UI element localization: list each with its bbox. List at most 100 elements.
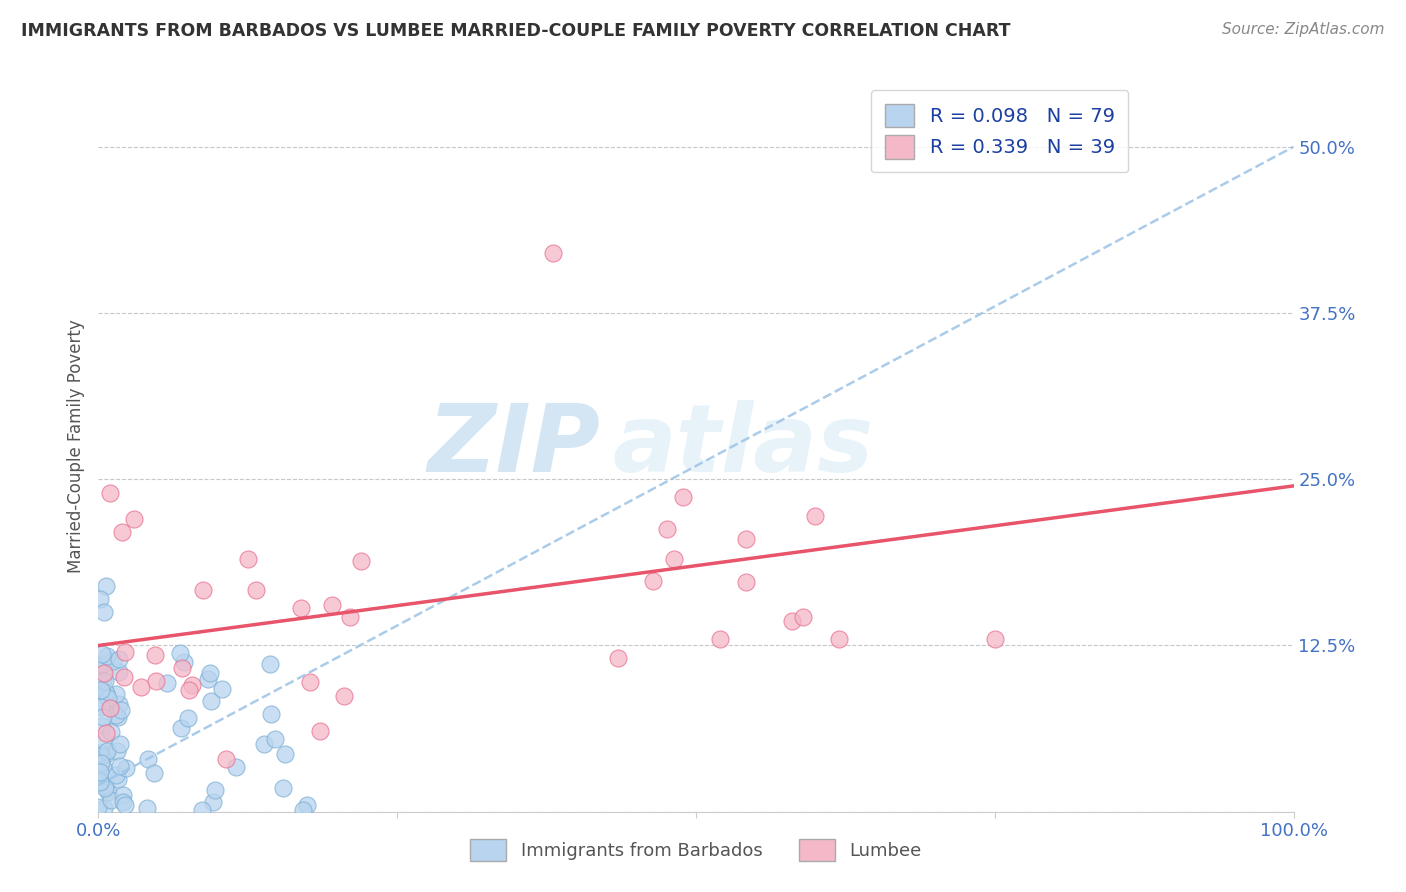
Point	[143, 648, 166, 662]
Point	[112, 795, 135, 809]
Legend: Immigrants from Barbados, Lumbee: Immigrants from Barbados, Lumbee	[456, 825, 936, 876]
Text: ZIP: ZIP	[427, 400, 600, 492]
Point	[108, 698, 131, 712]
Point	[101, 654, 124, 668]
Point	[735, 532, 758, 546]
Point	[91, 760, 114, 774]
Point	[172, 661, 194, 675]
Point	[96, 744, 118, 758]
Point	[321, 598, 343, 612]
Point	[780, 614, 803, 628]
Point	[108, 759, 131, 773]
Point	[100, 724, 122, 739]
Point	[339, 609, 361, 624]
Point	[91, 673, 114, 687]
Point	[211, 681, 233, 696]
Point	[108, 652, 131, 666]
Point	[105, 744, 128, 758]
Point	[89, 774, 111, 789]
Point	[96, 649, 118, 664]
Point	[87, 746, 110, 760]
Point	[177, 710, 200, 724]
Point	[93, 605, 115, 619]
Point	[104, 687, 127, 701]
Point	[136, 801, 159, 815]
Point	[111, 525, 134, 540]
Point	[662, 551, 685, 566]
Point	[143, 766, 166, 780]
Point	[332, 689, 354, 703]
Point	[259, 657, 281, 671]
Point	[114, 761, 136, 775]
Point	[90, 719, 112, 733]
Point	[308, 723, 330, 738]
Point	[173, 655, 195, 669]
Point	[190, 803, 212, 817]
Point	[273, 747, 295, 761]
Point	[145, 674, 167, 689]
Point	[90, 754, 112, 768]
Point	[180, 678, 202, 692]
Point	[606, 650, 628, 665]
Point	[236, 552, 259, 566]
Point	[87, 761, 110, 775]
Point	[90, 748, 112, 763]
Point	[204, 783, 226, 797]
Point	[271, 780, 294, 795]
Point	[96, 686, 118, 700]
Point	[90, 647, 112, 661]
Point	[104, 708, 127, 723]
Point	[709, 632, 731, 646]
Point	[735, 575, 758, 590]
Text: Source: ZipAtlas.com: Source: ZipAtlas.com	[1222, 22, 1385, 37]
Point	[91, 698, 114, 712]
Point	[111, 788, 134, 802]
Point	[89, 774, 111, 789]
Point	[107, 665, 129, 680]
Point	[97, 785, 120, 799]
Text: IMMIGRANTS FROM BARBADOS VS LUMBEE MARRIED-COUPLE FAMILY POVERTY CORRELATION CHA: IMMIGRANTS FROM BARBADOS VS LUMBEE MARRI…	[21, 22, 1011, 40]
Point	[350, 553, 373, 567]
Point	[200, 666, 222, 681]
Point	[93, 666, 115, 681]
Point	[98, 701, 121, 715]
Point	[100, 701, 122, 715]
Point	[104, 767, 127, 781]
Text: atlas: atlas	[613, 400, 873, 492]
Point	[93, 674, 115, 689]
Point	[201, 795, 224, 809]
Point	[94, 726, 117, 740]
Point	[97, 691, 120, 706]
Point	[225, 760, 247, 774]
Point	[94, 579, 117, 593]
Point	[93, 657, 115, 672]
Point	[170, 721, 193, 735]
Point	[641, 574, 664, 589]
Point	[129, 680, 152, 694]
Point	[245, 582, 267, 597]
Point	[114, 798, 136, 813]
Point	[107, 709, 129, 723]
Point	[112, 670, 135, 684]
Point	[253, 737, 276, 751]
Point	[169, 646, 191, 660]
Point	[89, 591, 111, 606]
Point	[156, 675, 179, 690]
Point	[124, 512, 146, 526]
Point	[91, 710, 114, 724]
Point	[90, 756, 112, 770]
Point	[89, 658, 111, 673]
Point	[200, 693, 222, 707]
Point	[93, 801, 115, 815]
Point	[94, 781, 117, 796]
Point	[94, 684, 117, 698]
Point	[94, 779, 117, 793]
Point	[98, 485, 122, 500]
Point	[263, 731, 285, 746]
Point	[87, 659, 110, 673]
Point	[828, 632, 851, 646]
Point	[138, 752, 160, 766]
Point	[541, 246, 564, 260]
Point	[804, 509, 827, 524]
Point	[298, 674, 321, 689]
